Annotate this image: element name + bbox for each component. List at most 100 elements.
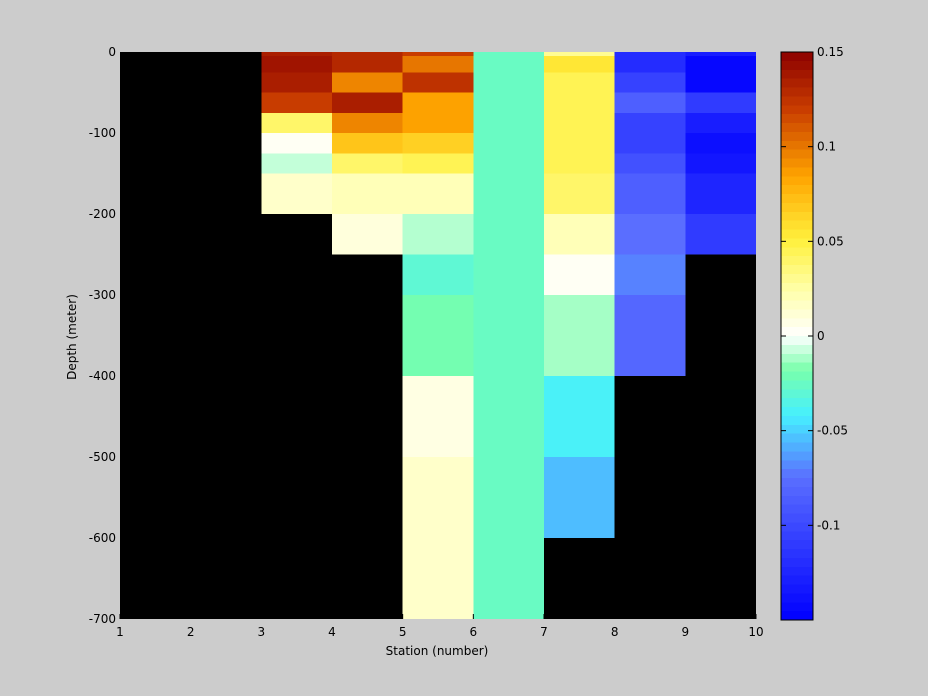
colorbar-swatch xyxy=(781,531,813,541)
heatmap-cell xyxy=(614,133,686,154)
heatmap-cell xyxy=(473,52,544,619)
heatmap-cell xyxy=(614,214,686,255)
colorbar-swatch xyxy=(781,504,813,514)
heatmap-cell xyxy=(261,56,332,73)
colorbar-swatch xyxy=(781,247,813,257)
colorbar-swatch xyxy=(781,309,813,319)
heatmap-cell xyxy=(685,112,756,133)
colorbar-swatch xyxy=(781,371,813,381)
heatmap-cell xyxy=(402,254,474,295)
heatmap-cell xyxy=(614,72,686,93)
colorbar-swatch xyxy=(781,78,813,88)
colorbar-swatch xyxy=(781,353,813,364)
heatmap-cell xyxy=(402,153,474,174)
colorbar-swatch xyxy=(781,380,813,390)
colorbar-swatch xyxy=(781,282,813,293)
plot-area xyxy=(120,52,756,619)
colorbar-swatch xyxy=(781,575,813,585)
x-tick-label: 8 xyxy=(611,625,619,639)
heatmap-cell xyxy=(402,52,474,57)
heatmap-cell xyxy=(402,173,474,214)
heatmap-cell xyxy=(544,376,615,457)
y-tick-label: -500 xyxy=(89,450,116,464)
heatmap-cell xyxy=(544,457,615,538)
heatmap-cell xyxy=(614,173,686,214)
colorbar-swatch xyxy=(781,398,813,408)
heatmap-cell xyxy=(332,92,403,113)
colorbar-swatch xyxy=(781,433,813,443)
colorbar-swatch xyxy=(781,557,813,568)
colorbar-swatch xyxy=(781,566,813,577)
heatmap-cell xyxy=(332,52,403,57)
heatmap-cell xyxy=(544,254,615,295)
colorbar-swatch xyxy=(781,495,813,506)
heatmap-cell xyxy=(402,56,474,73)
heatmap-cell xyxy=(402,72,474,93)
colorbar-swatch xyxy=(781,486,813,497)
colorbar-swatch xyxy=(781,238,813,248)
colorbar-swatch xyxy=(781,549,813,559)
colorbar-swatch xyxy=(781,149,813,159)
colorbar-swatch xyxy=(781,424,813,435)
x-tick-label: 3 xyxy=(258,625,266,639)
heatmap-cell xyxy=(544,52,615,57)
y-tick-label: -200 xyxy=(89,207,116,221)
colorbar-swatch xyxy=(781,167,813,177)
y-tick-label: -300 xyxy=(89,288,116,302)
colorbar-tick-label: -0.05 xyxy=(817,424,848,438)
x-axis-label: Station (number) xyxy=(386,644,489,658)
colorbar-swatch xyxy=(781,593,813,603)
colorbar-swatch xyxy=(781,202,813,213)
colorbar-swatch xyxy=(781,584,813,594)
colorbar-tick-label: 0.05 xyxy=(817,234,844,248)
colorbar-swatch xyxy=(781,158,813,168)
colorbar-swatch xyxy=(781,469,813,479)
x-tick-label: 7 xyxy=(540,625,548,639)
x-axis: 1 2 3 4 5 6 7 8 9 10 xyxy=(116,614,764,639)
heatmap-cell xyxy=(402,457,474,619)
colorbar-swatch xyxy=(781,602,813,612)
heatmap-cell xyxy=(544,56,615,73)
heatmap-cell xyxy=(614,153,686,174)
heatmap-cell xyxy=(685,56,756,93)
colorbar-swatch xyxy=(781,265,813,275)
heatmap-cell xyxy=(261,153,332,174)
colorbar-swatch xyxy=(781,123,813,133)
x-tick-label: 1 xyxy=(116,625,124,639)
y-tick-label: -100 xyxy=(89,126,116,140)
heatmap-cell xyxy=(614,295,686,376)
colorbar-swatch xyxy=(781,140,813,151)
colorbar-swatch xyxy=(781,211,813,222)
colorbar-tick-label: 0.15 xyxy=(817,45,844,59)
heatmap-cell xyxy=(614,52,686,57)
colorbar-swatch xyxy=(781,273,813,284)
heatmap-cell xyxy=(402,112,474,133)
colorbar-swatch xyxy=(781,460,813,470)
y-tick-label: -400 xyxy=(89,369,116,383)
heatmap-cell xyxy=(614,254,686,295)
x-tick-label: 10 xyxy=(748,625,763,639)
colorbar-swatch xyxy=(781,540,813,550)
heatmap-cell xyxy=(544,295,615,376)
colorbar-swatch xyxy=(781,131,813,142)
colorbar-swatch xyxy=(781,513,813,523)
colorbar-swatch xyxy=(781,362,813,372)
heatmap-cell xyxy=(332,56,403,73)
colorbar-tick-label: 0.1 xyxy=(817,140,836,154)
colorbar-swatch xyxy=(781,60,813,71)
colorbar-swatch xyxy=(781,176,813,186)
x-tick-label: 2 xyxy=(187,625,195,639)
colorbar-swatch xyxy=(781,344,813,355)
heatmap-cell xyxy=(544,92,615,113)
heatmap-cell xyxy=(261,112,332,133)
heatmap-cell xyxy=(332,214,403,255)
heatmap-cell xyxy=(402,295,474,376)
heatmap-cell xyxy=(544,153,615,174)
heatmap-cell xyxy=(544,214,615,255)
colorbar-swatch xyxy=(781,611,813,621)
heatmap-cell xyxy=(402,92,474,113)
colorbar-swatch xyxy=(781,442,813,452)
heatmap-cell xyxy=(614,112,686,133)
heatmap-cell xyxy=(332,112,403,133)
